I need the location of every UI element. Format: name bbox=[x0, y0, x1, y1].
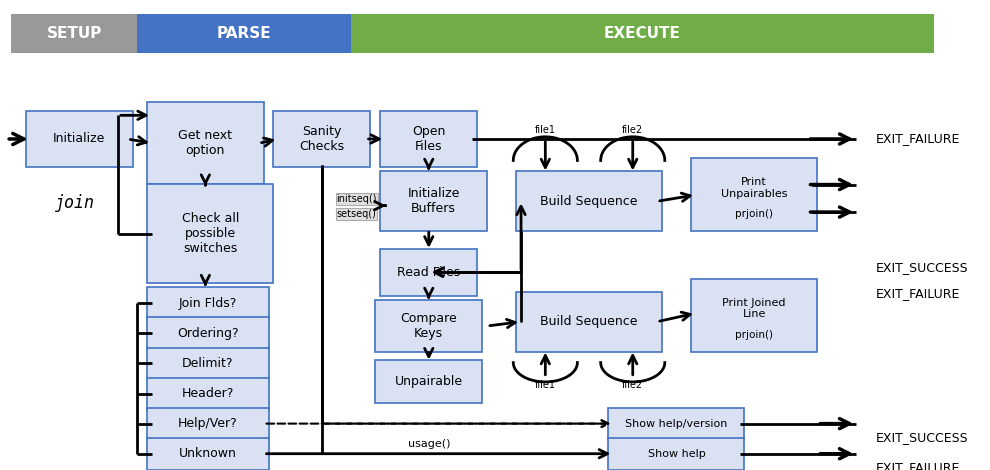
FancyBboxPatch shape bbox=[273, 111, 370, 167]
Text: prjoin(): prjoin() bbox=[736, 329, 773, 339]
FancyBboxPatch shape bbox=[375, 300, 482, 352]
FancyBboxPatch shape bbox=[691, 279, 818, 352]
Text: Unpairable: Unpairable bbox=[395, 376, 463, 388]
Text: EXIT_SUCCESS: EXIT_SUCCESS bbox=[875, 431, 968, 444]
Text: EXIT_FAILURE: EXIT_FAILURE bbox=[875, 287, 960, 300]
Text: EXECUTE: EXECUTE bbox=[604, 26, 681, 41]
FancyBboxPatch shape bbox=[148, 102, 263, 184]
Text: Header?: Header? bbox=[181, 387, 234, 400]
Text: file2: file2 bbox=[622, 125, 644, 134]
Text: Delimit?: Delimit? bbox=[182, 357, 234, 370]
Text: Print Joined
Line: Print Joined Line bbox=[723, 298, 786, 319]
Text: Initialize
Buffers: Initialize Buffers bbox=[408, 188, 459, 215]
FancyBboxPatch shape bbox=[148, 407, 268, 440]
Text: SETUP: SETUP bbox=[47, 26, 102, 41]
FancyBboxPatch shape bbox=[609, 438, 744, 470]
FancyBboxPatch shape bbox=[148, 377, 268, 410]
Text: Print
Unpairables: Print Unpairables bbox=[721, 177, 787, 199]
Text: usage(): usage() bbox=[408, 439, 450, 448]
Text: Compare
Keys: Compare Keys bbox=[400, 312, 457, 340]
FancyBboxPatch shape bbox=[138, 14, 351, 53]
FancyBboxPatch shape bbox=[516, 171, 662, 231]
FancyBboxPatch shape bbox=[380, 171, 487, 231]
Text: Ordering?: Ordering? bbox=[177, 327, 239, 340]
Text: Build Sequence: Build Sequence bbox=[541, 315, 638, 328]
FancyBboxPatch shape bbox=[691, 158, 818, 231]
Text: prjoin(): prjoin() bbox=[736, 209, 773, 219]
Text: EXIT_FAILURE: EXIT_FAILURE bbox=[875, 462, 960, 470]
Text: file2: file2 bbox=[622, 380, 644, 391]
Text: PARSE: PARSE bbox=[217, 26, 271, 41]
FancyBboxPatch shape bbox=[351, 14, 934, 53]
FancyBboxPatch shape bbox=[26, 111, 133, 167]
Text: Show help/version: Show help/version bbox=[626, 419, 728, 429]
Text: file1: file1 bbox=[535, 380, 555, 391]
Text: EXIT_FAILURE: EXIT_FAILURE bbox=[875, 133, 960, 146]
FancyBboxPatch shape bbox=[609, 407, 744, 440]
FancyBboxPatch shape bbox=[148, 184, 273, 283]
FancyBboxPatch shape bbox=[380, 111, 477, 167]
Text: setseq(): setseq() bbox=[337, 209, 376, 219]
Text: Open
Files: Open Files bbox=[412, 125, 446, 153]
FancyBboxPatch shape bbox=[516, 291, 662, 352]
Text: Build Sequence: Build Sequence bbox=[541, 195, 638, 208]
FancyBboxPatch shape bbox=[148, 317, 268, 350]
Text: Sanity
Checks: Sanity Checks bbox=[299, 125, 345, 153]
Text: file1: file1 bbox=[535, 125, 555, 134]
Text: Check all
possible
switches: Check all possible switches bbox=[181, 212, 239, 255]
FancyBboxPatch shape bbox=[148, 347, 268, 380]
Text: initseq(): initseq() bbox=[337, 194, 377, 204]
FancyBboxPatch shape bbox=[11, 14, 138, 53]
Text: Unknown: Unknown bbox=[179, 447, 237, 461]
Text: Show help: Show help bbox=[647, 449, 705, 459]
FancyBboxPatch shape bbox=[148, 438, 268, 470]
Text: Join Flds?: Join Flds? bbox=[178, 297, 237, 310]
FancyBboxPatch shape bbox=[375, 360, 482, 403]
Text: Read Files: Read Files bbox=[397, 266, 460, 279]
Text: Help/Ver?: Help/Ver? bbox=[178, 417, 238, 431]
Text: join: join bbox=[54, 194, 95, 212]
FancyBboxPatch shape bbox=[148, 287, 268, 320]
Text: EXIT_SUCCESS: EXIT_SUCCESS bbox=[875, 261, 968, 274]
FancyBboxPatch shape bbox=[380, 249, 477, 296]
Text: Initialize: Initialize bbox=[52, 133, 105, 146]
Text: Get next
option: Get next option bbox=[178, 129, 233, 157]
